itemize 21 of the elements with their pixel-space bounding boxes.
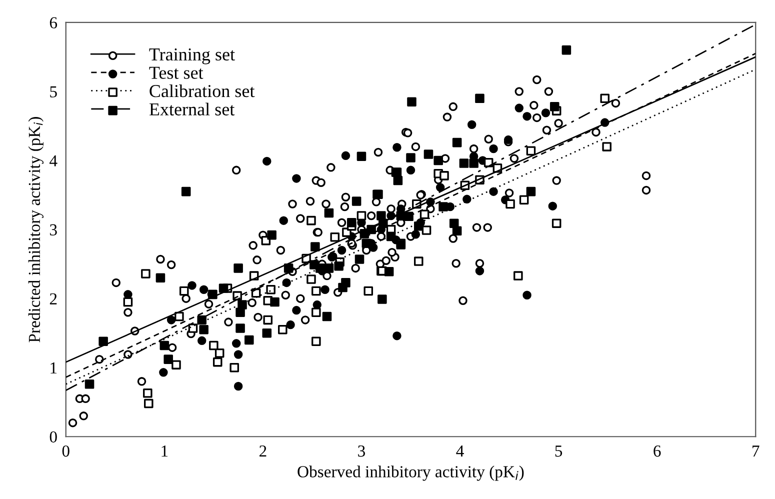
- y-tick-label: 6: [50, 17, 58, 28]
- legend-label: Test set: [149, 66, 204, 79]
- legend-label: Training set: [149, 48, 235, 64]
- y-tick-label: 3: [50, 224, 57, 236]
- legend-label: Calibration set: [150, 84, 255, 98]
- y-tick-label: 1: [50, 362, 57, 374]
- x-tick-label: 3: [358, 445, 365, 457]
- x-tick-label: 7: [752, 446, 760, 457]
- x-tick-label: 2: [260, 445, 266, 457]
- y-tick-label: 0: [50, 431, 57, 443]
- y-tick-label: 2: [50, 293, 57, 304]
- y-tick-label: 5: [50, 86, 57, 98]
- x-tick-label: 6: [654, 445, 661, 457]
- x-axis-title: Observed inhibitory activity (pK$_{i}$): [298, 466, 524, 481]
- x-tick-label: 4: [456, 446, 464, 457]
- x-tick-label: 0: [62, 445, 70, 457]
- legend-label: External set: [149, 102, 235, 116]
- x-tick-label: 1: [162, 446, 168, 457]
- y-axis-title: Predicted inhibitory activity (pK$_{i}$): [28, 117, 44, 342]
- x-tick-label: 5: [555, 446, 562, 457]
- y-tick-label: 4: [50, 155, 58, 166]
